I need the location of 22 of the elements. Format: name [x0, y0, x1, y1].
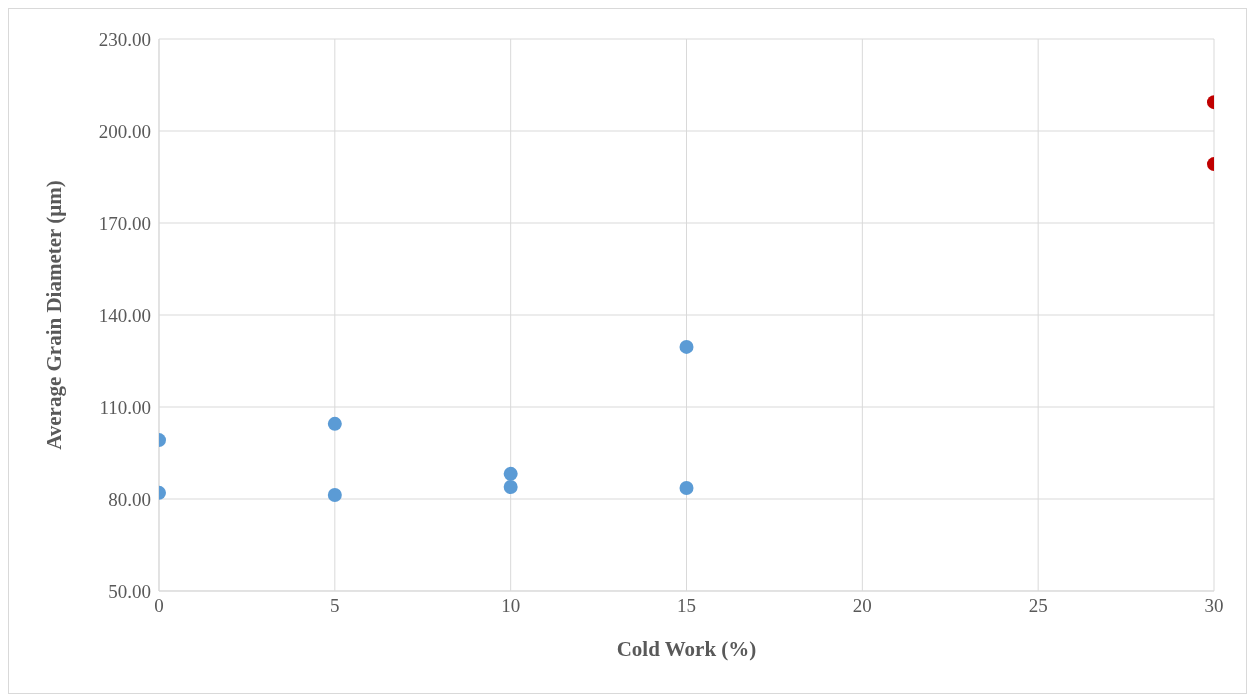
- y-tick-label: 170.00: [98, 212, 151, 234]
- x-tick-label: 0: [154, 595, 164, 617]
- y-tick-label: 50.00: [108, 580, 151, 602]
- x-tick-label: 10: [501, 595, 521, 617]
- x-tick-label: 30: [1204, 595, 1224, 617]
- y-tick-label: 200.00: [98, 120, 151, 142]
- point: [503, 466, 518, 481]
- point: [503, 480, 518, 495]
- x-tick-label: 20: [852, 595, 872, 617]
- y-tick-label: 110.00: [99, 396, 151, 418]
- x-tick-label: 15: [677, 595, 696, 617]
- x-tick-label: 25: [1028, 595, 1048, 617]
- point: [327, 488, 342, 503]
- point: [327, 416, 342, 431]
- point: [679, 480, 694, 495]
- y-tick-label: 230.00: [98, 28, 151, 50]
- x-tick-label: 5: [330, 595, 340, 617]
- x-axis-title: Cold Work (%): [616, 637, 757, 661]
- y-tick-label: 80.00: [108, 488, 151, 510]
- y-axis-title: Average Grain Diameter (µm): [42, 180, 67, 450]
- point: [679, 339, 694, 354]
- y-tick-label: 140.00: [98, 304, 151, 326]
